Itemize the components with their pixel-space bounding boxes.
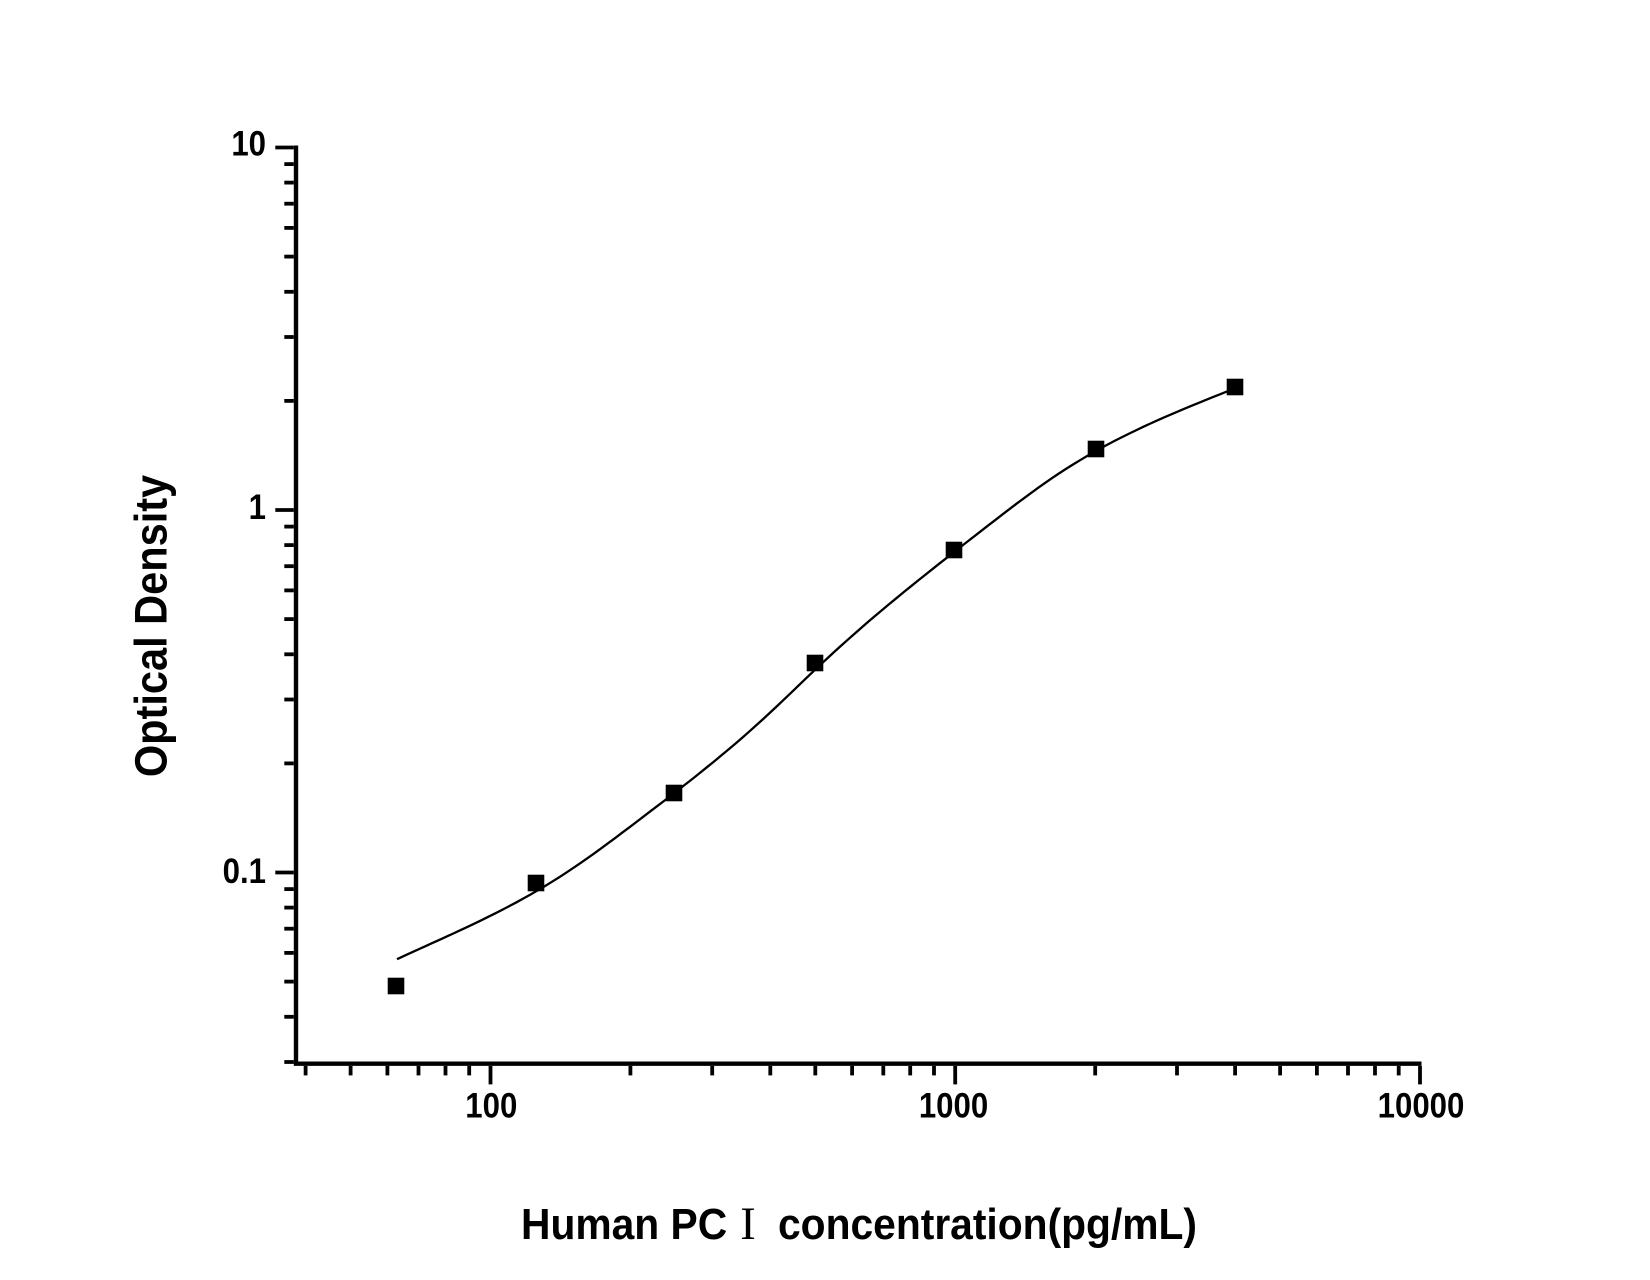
svg-text:Human PC: Human PC (521, 1200, 727, 1249)
svg-text:1: 1 (249, 488, 266, 527)
svg-text:Optical Density: Optical Density (127, 475, 177, 777)
svg-text:I: I (740, 1199, 756, 1250)
svg-text:0.1: 0.1 (223, 852, 266, 891)
svg-text:10: 10 (231, 125, 266, 164)
svg-text:1000: 1000 (919, 1087, 988, 1126)
svg-text:concentration(pg/mL): concentration(pg/mL) (778, 1200, 1197, 1249)
svg-text:100: 100 (465, 1087, 517, 1126)
svg-text:10000: 10000 (1378, 1087, 1465, 1126)
